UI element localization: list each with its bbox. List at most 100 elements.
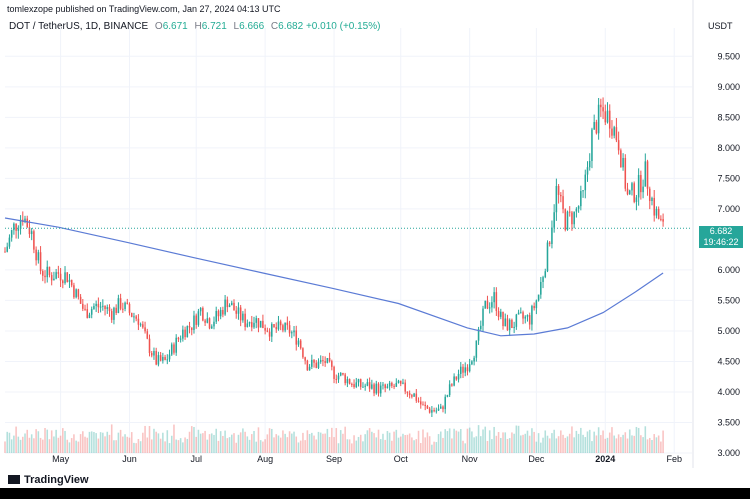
candle-body <box>586 167 589 175</box>
candle-body <box>491 302 493 308</box>
candle-body <box>251 322 253 328</box>
volume-bar <box>626 438 629 453</box>
volume-bar <box>39 437 42 453</box>
candle-body <box>66 272 69 282</box>
volume-bar <box>24 433 26 453</box>
candle-body <box>531 306 533 325</box>
volume-bar <box>146 437 149 453</box>
candle-body <box>502 311 504 327</box>
candle-body <box>520 312 522 314</box>
volume-bar <box>413 440 415 453</box>
candle-body <box>364 385 366 387</box>
candle-body <box>208 318 211 329</box>
volume-bar <box>68 442 71 453</box>
volume-bar <box>620 437 622 453</box>
volume-bar <box>595 435 598 453</box>
volume-bar <box>615 438 618 453</box>
candle-body <box>544 271 547 278</box>
volume-bar <box>222 435 224 453</box>
volume-bar <box>253 430 255 453</box>
volume-bar <box>150 439 153 453</box>
candle-body <box>115 307 117 313</box>
volume-bar <box>210 433 213 453</box>
volume-bar <box>575 430 578 453</box>
candle-body <box>522 312 524 319</box>
volume-bar <box>586 431 589 453</box>
candle-body <box>206 318 209 323</box>
volume-bar <box>377 429 380 453</box>
volume-bar <box>553 429 555 453</box>
candle-body <box>35 249 37 261</box>
volume-bar <box>364 434 366 453</box>
volume-bar <box>93 431 95 453</box>
candle-body <box>413 393 415 397</box>
open-value: 6.671 <box>162 21 188 32</box>
candle-body <box>346 379 349 384</box>
volume-bar <box>608 432 611 453</box>
candle-body <box>317 361 320 368</box>
candle-body <box>515 314 518 327</box>
candle-body <box>553 212 555 228</box>
tradingview-logo[interactable]: TradingView <box>8 474 89 486</box>
candle-body <box>600 104 602 108</box>
candle-body <box>59 273 62 281</box>
volume-bar <box>326 428 329 453</box>
candle-body <box>155 351 157 365</box>
x-tick-label: Dec <box>528 454 545 464</box>
volume-bar <box>144 425 146 453</box>
volume-bar <box>304 440 306 453</box>
candle-body <box>386 386 389 389</box>
candle-body <box>406 391 409 394</box>
candle-body <box>577 206 580 209</box>
volume-bar <box>382 433 384 453</box>
volume-bar <box>500 437 502 453</box>
volume-bar <box>542 437 544 453</box>
candle-body <box>571 212 573 225</box>
candle-body <box>477 329 480 341</box>
candle-body <box>617 140 620 151</box>
volume-bar <box>339 430 342 453</box>
candle-body <box>173 344 175 353</box>
candle-body <box>339 372 342 376</box>
volume-bar <box>219 431 222 453</box>
volume-bar <box>551 433 553 453</box>
candle-body <box>595 122 598 134</box>
volume-bar <box>448 428 451 453</box>
candle-body <box>146 331 149 339</box>
volume-bar <box>555 438 558 453</box>
volume-bar <box>82 431 84 453</box>
candle-body <box>631 183 633 191</box>
volume-bar <box>162 432 164 453</box>
volume-bar <box>644 426 647 453</box>
volume-bar <box>173 424 175 453</box>
volume-bar <box>99 432 102 453</box>
volume-bar <box>315 439 318 453</box>
x-tick-label: Sep <box>326 454 342 464</box>
volume-bar <box>86 437 89 453</box>
volume-bar <box>359 434 362 453</box>
candle-body <box>148 338 151 354</box>
candle-body <box>422 404 424 406</box>
volume-bar <box>424 437 426 453</box>
volume-bar <box>48 439 51 453</box>
candle-body <box>322 360 324 362</box>
candle-body <box>435 410 438 412</box>
volume-bar <box>564 437 567 453</box>
candle-body <box>291 332 293 334</box>
candle-body <box>242 313 244 321</box>
candle-body <box>255 318 258 323</box>
tradingview-logo-text: TradingView <box>24 474 89 486</box>
volume-bar <box>493 426 495 453</box>
candle-body <box>391 382 393 386</box>
volume-bar <box>655 437 658 453</box>
candle-body <box>319 360 322 362</box>
candle-body <box>84 308 86 310</box>
volume-bar <box>648 437 651 453</box>
candle-body <box>657 208 660 219</box>
low-label: L <box>233 21 240 32</box>
volume-bar <box>526 430 529 453</box>
volume-bar <box>577 433 580 453</box>
candle-body <box>388 382 391 387</box>
volume-bar <box>33 438 35 453</box>
price-chart[interactable]: 9.500 9.000 8.500 8.000 7.500 7.000 6.000 5.500… <box>0 0 750 468</box>
